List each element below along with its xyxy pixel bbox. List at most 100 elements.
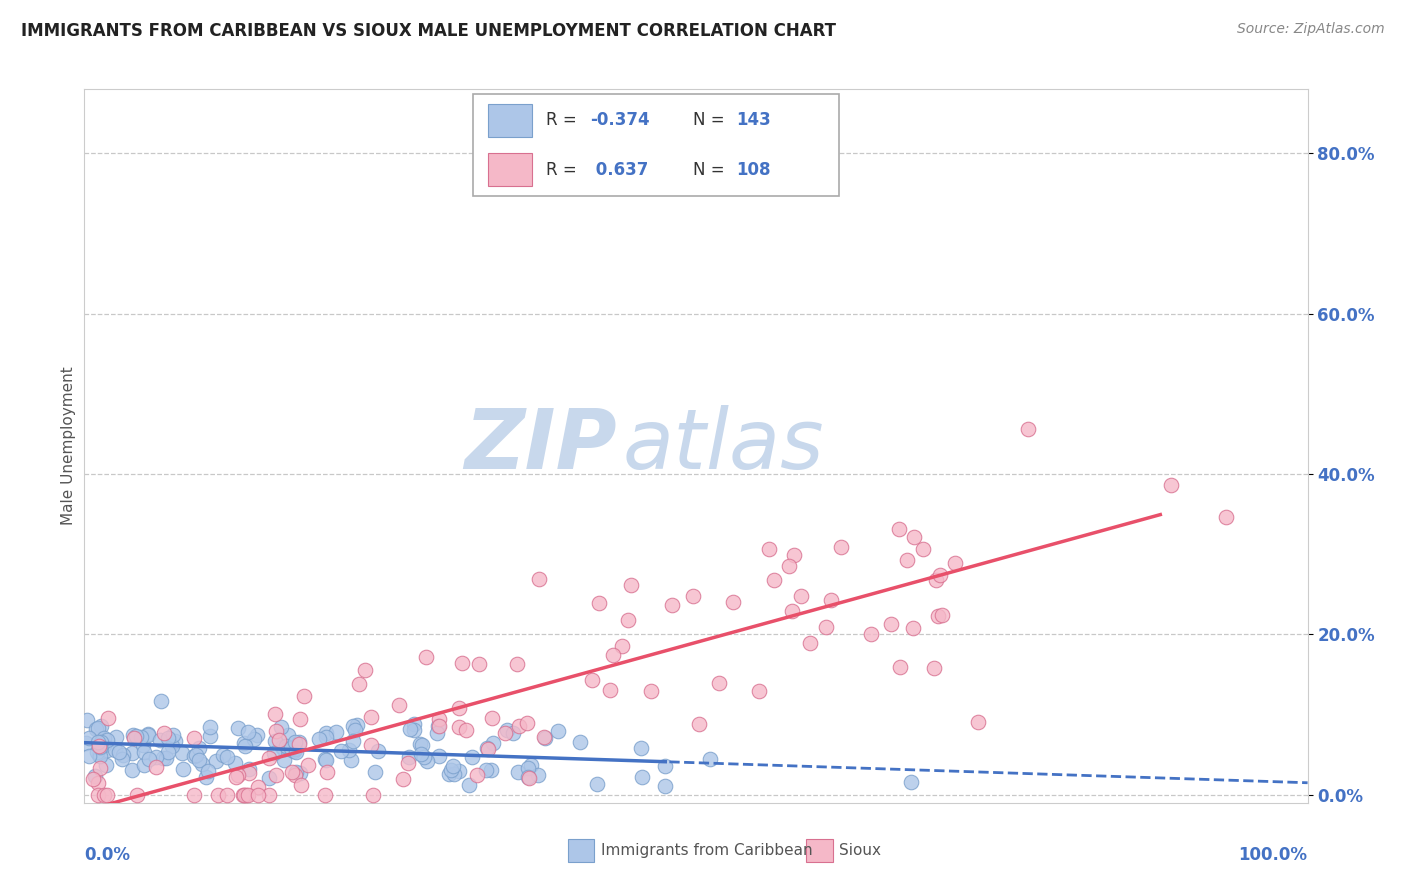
Point: [412, 750, 434, 764]
Point: [273, 741, 295, 756]
Point: [447, 720, 470, 734]
Point: [84, 722, 107, 736]
Text: 100.0%: 100.0%: [1239, 846, 1308, 863]
Point: [77, 731, 100, 746]
Point: [96, 743, 118, 757]
Point: [104, 730, 127, 744]
Point: [87, 739, 110, 754]
Point: [96, 733, 118, 747]
FancyBboxPatch shape: [806, 839, 832, 862]
Point: [277, 728, 299, 742]
Point: [290, 778, 312, 792]
Point: [225, 770, 247, 784]
Point: [415, 649, 437, 664]
Point: [758, 541, 780, 556]
Point: [90, 739, 112, 753]
Point: [517, 761, 540, 775]
Point: [257, 751, 280, 765]
Point: [288, 713, 311, 727]
Point: [207, 788, 229, 802]
Point: [315, 725, 337, 739]
Point: [887, 522, 910, 536]
Point: [122, 728, 145, 742]
Point: [198, 720, 221, 734]
Point: [183, 749, 205, 764]
Point: [197, 764, 219, 778]
Point: [188, 753, 211, 767]
Point: [108, 745, 131, 759]
Point: [257, 771, 280, 785]
Point: [87, 734, 110, 748]
Point: [211, 747, 233, 762]
Point: [162, 728, 184, 742]
Point: [183, 788, 205, 802]
Text: ZIP: ZIP: [464, 406, 616, 486]
Point: [89, 761, 111, 775]
Point: [903, 529, 925, 543]
Point: [900, 775, 922, 789]
Text: atlas: atlas: [623, 406, 824, 486]
Point: [599, 683, 621, 698]
Y-axis label: Male Unemployment: Male Unemployment: [60, 367, 76, 525]
Point: [111, 752, 134, 766]
Point: [297, 758, 319, 772]
Point: [170, 747, 193, 761]
Point: [533, 731, 555, 745]
Point: [226, 721, 249, 735]
Point: [547, 723, 569, 738]
Point: [284, 742, 307, 756]
Text: R =: R =: [547, 161, 582, 178]
Point: [815, 620, 838, 634]
Point: [238, 788, 260, 802]
Point: [1215, 510, 1237, 524]
Point: [688, 717, 710, 731]
Point: [830, 540, 852, 554]
Point: [346, 717, 368, 731]
Point: [527, 572, 550, 586]
Point: [465, 768, 488, 782]
Point: [342, 733, 364, 747]
Point: [477, 742, 499, 756]
Point: [264, 707, 287, 722]
Point: [267, 732, 290, 747]
Point: [440, 763, 463, 777]
Point: [112, 747, 135, 762]
Point: [482, 736, 505, 750]
Text: 0.637: 0.637: [591, 161, 648, 178]
Point: [889, 659, 911, 673]
Point: [388, 698, 411, 712]
Point: [226, 767, 249, 781]
Point: [152, 751, 174, 765]
Point: [481, 711, 503, 725]
Point: [187, 741, 209, 756]
Point: [569, 735, 592, 749]
Point: [927, 609, 949, 624]
Point: [136, 727, 159, 741]
Point: [361, 788, 384, 802]
Point: [427, 712, 450, 726]
Point: [160, 739, 183, 754]
Point: [790, 589, 813, 603]
Text: 0.0%: 0.0%: [84, 846, 131, 863]
Point: [121, 746, 143, 760]
Point: [217, 749, 239, 764]
Point: [155, 751, 177, 765]
Point: [617, 613, 640, 627]
Point: [506, 657, 529, 672]
Point: [86, 745, 108, 759]
Point: [136, 728, 159, 742]
Point: [782, 603, 804, 617]
Point: [707, 675, 730, 690]
Point: [409, 747, 432, 762]
Point: [610, 640, 633, 654]
Point: [264, 723, 287, 738]
Point: [520, 758, 543, 772]
Point: [236, 724, 259, 739]
Text: 143: 143: [737, 112, 772, 129]
Point: [494, 726, 516, 740]
Point: [912, 542, 935, 557]
Point: [149, 694, 172, 708]
Text: N =: N =: [693, 112, 730, 129]
Point: [294, 689, 316, 703]
Point: [204, 754, 226, 768]
